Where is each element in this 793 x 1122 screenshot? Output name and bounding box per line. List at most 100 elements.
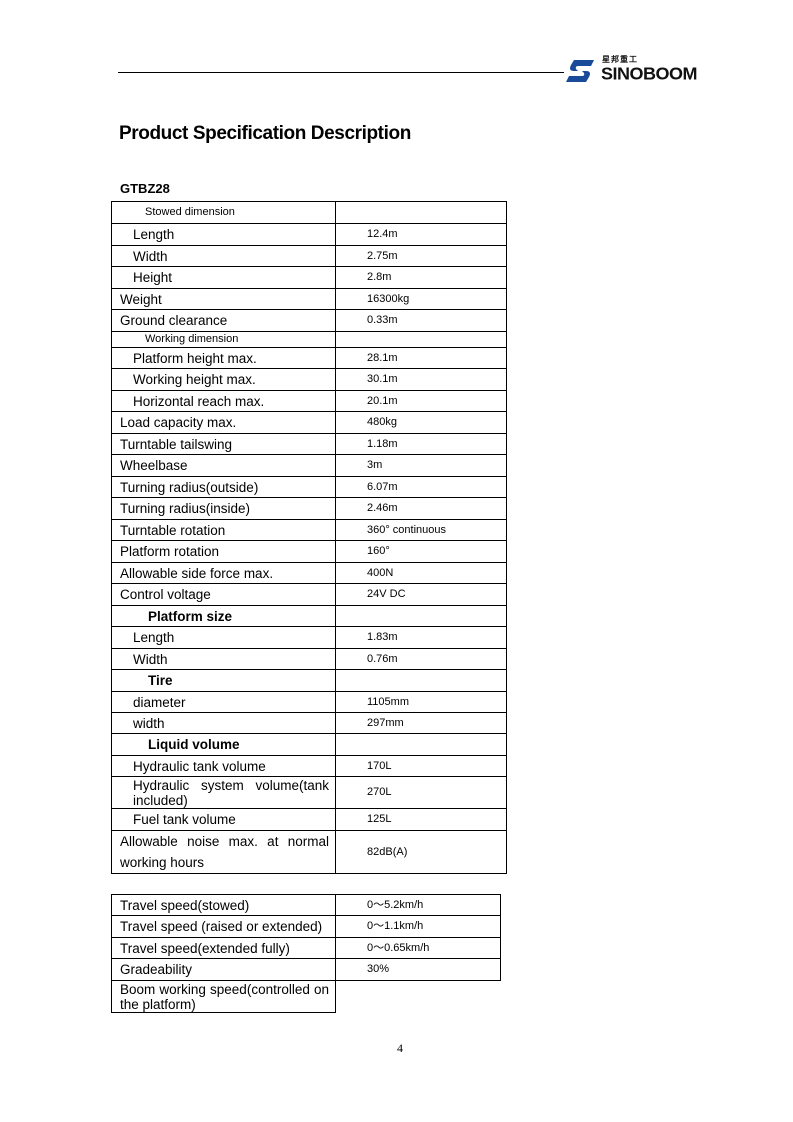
spec-row: Wheelbase 3m <box>111 454 507 477</box>
spec-value: 16300kg <box>335 288 507 310</box>
speed-label: Travel speed(extended fully) <box>111 937 336 959</box>
speed-table: Travel speed(stowed) 0～5.2km/h Travel spee… <box>111 894 501 1013</box>
spec-label: Turntable tailswing <box>111 433 336 455</box>
spec-label: Wheelbase <box>111 454 336 477</box>
spec-label: Width <box>111 648 336 670</box>
speed-label: Gradeability <box>111 958 336 981</box>
spec-label: diameter <box>111 691 336 713</box>
spec-table: Stowed dimension Length 12.4m Width 2.75m Hei… <box>111 201 507 874</box>
page-number: 4 <box>397 1041 403 1055</box>
spec-label: Load capacity max. <box>111 411 336 434</box>
speed-row: Travel speed (raised or extended) 0～1.1km… <box>111 915 501 938</box>
spec-value <box>335 733 507 756</box>
spec-label: Platform size <box>111 605 336 627</box>
spec-value: 30.1m <box>335 368 507 391</box>
spec-value: 6.07m <box>335 476 507 498</box>
spec-row: Allowable side force max. 400N <box>111 562 507 584</box>
spec-label: Turning radius(inside) <box>111 497 336 520</box>
spec-label: Stowed dimension <box>111 201 336 224</box>
spec-row: Turning radius(outside) 6.07m <box>111 476 507 498</box>
spec-value: 2.8m <box>335 266 507 289</box>
speed-label: Travel speed (raised or extended) <box>111 915 336 938</box>
spec-value <box>335 331 507 348</box>
speed-value <box>335 980 501 1013</box>
spec-row: Width 2.75m <box>111 245 507 267</box>
spec-value: 24V DC <box>335 583 507 606</box>
spec-value: 160° <box>335 540 507 563</box>
spec-value: 270L <box>335 776 507 809</box>
spec-label: Tire <box>111 669 336 692</box>
spec-row: Tire <box>111 669 507 692</box>
spec-row: Platform height max. 28.1m <box>111 347 507 369</box>
spec-label: Turning radius(outside) <box>111 476 336 498</box>
logo-brand-text: SINOBOOM <box>601 64 698 84</box>
spec-label: Working height max. <box>111 368 336 391</box>
spec-row: Turntable tailswing 1.18m <box>111 433 507 455</box>
spec-value: 20.1m <box>335 390 507 412</box>
speed-value: 30% <box>335 958 501 981</box>
speed-value: 0～1.1km/h <box>335 915 501 938</box>
spec-row: Length 12.4m <box>111 223 507 246</box>
spec-label: Allowable side force max. <box>111 562 336 584</box>
spec-row: width 297mm <box>111 712 507 734</box>
spec-value: 1.18m <box>335 433 507 455</box>
model-name: GTBZ28 <box>120 181 170 196</box>
spec-row: Width 0.76m <box>111 648 507 670</box>
spec-row: Fuel tank volume 125L <box>111 808 507 831</box>
speed-label: Travel speed(stowed) <box>111 894 336 916</box>
spec-label: width <box>111 712 336 734</box>
page-title: Product Specification Description <box>119 123 411 144</box>
spec-value: 2.75m <box>335 245 507 267</box>
spec-row: Platform size <box>111 605 507 627</box>
spec-label: Control voltage <box>111 583 336 606</box>
spec-value <box>335 669 507 692</box>
spec-label: Length <box>111 223 336 246</box>
spec-row: Weight 16300kg <box>111 288 507 310</box>
spec-label: Ground clearance <box>111 309 336 332</box>
speed-row: Gradeability 30% <box>111 958 501 981</box>
header-rule <box>118 72 564 73</box>
spec-row: Hydraulic system volume(tank included) 27… <box>111 776 507 809</box>
spec-value: 297mm <box>335 712 507 734</box>
spec-value: 12.4m <box>335 223 507 246</box>
spec-label: Platform rotation <box>111 540 336 563</box>
spec-value: 400N <box>335 562 507 584</box>
spec-value: 480kg <box>335 411 507 434</box>
spec-label: Length <box>111 626 336 649</box>
speed-value: 0～0.65km/h <box>335 937 501 959</box>
spec-row: Length 1.83m <box>111 626 507 649</box>
spec-value: 170L <box>335 755 507 777</box>
speed-value: 0～5.2km/h <box>335 894 501 916</box>
spec-label: Allowable noise max. at normal working h… <box>111 830 336 874</box>
spec-value: 3m <box>335 454 507 477</box>
spec-label: Horizontal reach max. <box>111 390 336 412</box>
speed-row: Boom working speed(controlled on the pla… <box>111 980 501 1013</box>
spec-label: Platform height max. <box>111 347 336 369</box>
spec-value: 2.46m <box>335 497 507 520</box>
spec-value: 28.1m <box>335 347 507 369</box>
spec-row: Control voltage 24V DC <box>111 583 507 606</box>
spec-row: Load capacity max. 480kg <box>111 411 507 434</box>
spec-row: Stowed dimension <box>111 201 507 224</box>
spec-row: Horizontal reach max. 20.1m <box>111 390 507 412</box>
spec-row: Height 2.8m <box>111 266 507 289</box>
spec-value <box>335 605 507 627</box>
logo-chinese-text: 星邦重工 <box>602 55 638 64</box>
speed-label: Boom working speed(controlled on the pla… <box>111 980 336 1013</box>
spec-row: Liquid volume <box>111 733 507 756</box>
spec-label: Width <box>111 245 336 267</box>
spec-value: 360° continuous <box>335 519 507 541</box>
spec-label: Turntable rotation <box>111 519 336 541</box>
spec-row: diameter 1105mm <box>111 691 507 713</box>
spec-row: Ground clearance 0.33m <box>111 309 507 332</box>
spec-row: Turning radius(inside) 2.46m <box>111 497 507 520</box>
spec-label: Hydraulic tank volume <box>111 755 336 777</box>
spec-label: Liquid volume <box>111 733 336 756</box>
spec-row: Platform rotation 160° <box>111 540 507 563</box>
spec-label: Fuel tank volume <box>111 808 336 831</box>
spec-value <box>335 201 507 224</box>
spec-row: Hydraulic tank volume 170L <box>111 755 507 777</box>
spec-row: Working height max. 30.1m <box>111 368 507 391</box>
spec-value: 1.83m <box>335 626 507 649</box>
spec-row: Working dimension <box>111 331 507 348</box>
